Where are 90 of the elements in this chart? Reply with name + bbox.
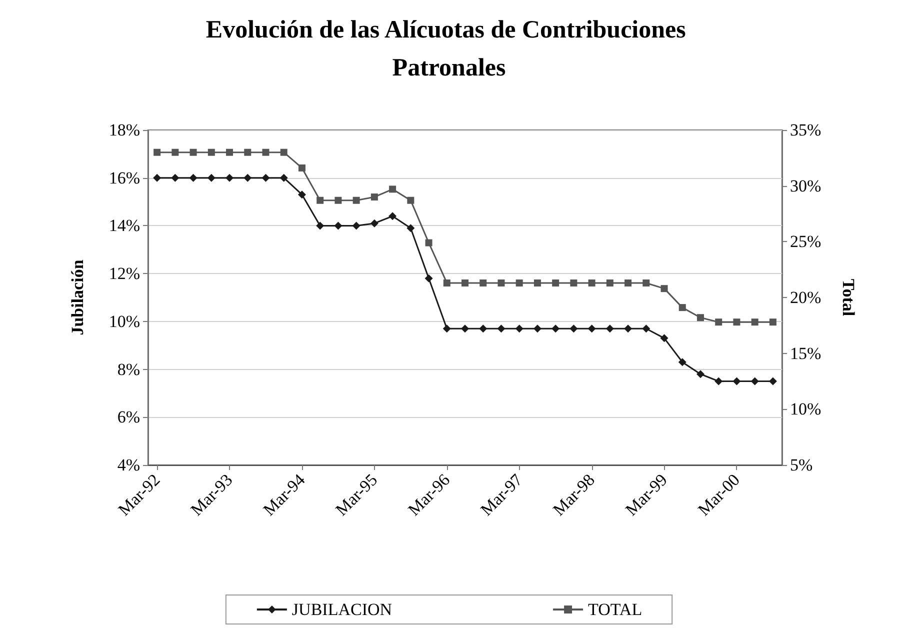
point [624,279,632,286]
y2-tick-label: 20% [790,288,822,307]
point [714,377,723,386]
y2-axis-title: Total [839,278,858,316]
y-tick-label: 18% [108,120,140,140]
point [226,174,234,182]
chart-title: Evolución de las Alícuotas de Contribuciones Patronales [206,16,692,82]
y2-tick-label: 10% [790,400,822,419]
point [696,370,704,378]
point [606,279,614,286]
point [226,148,234,156]
point [352,222,360,230]
point [316,222,324,230]
point [154,148,161,156]
point [733,318,740,326]
y-axis-title: Jubilación [68,259,87,336]
point [388,212,397,220]
y2-tick-label: 15% [790,344,822,363]
y2-tick-label: 30% [790,176,822,196]
point [334,196,342,204]
point [751,318,758,326]
y2-tick-label: 5% [790,456,813,474]
point [660,285,668,292]
point [171,174,180,182]
point [406,224,415,232]
point [498,279,505,286]
y2-tick-label: 25% [790,232,822,252]
point [172,148,179,156]
legend-label: JUBILACION [292,600,392,619]
point [624,324,632,333]
y-tick-label: 14% [108,216,140,236]
y-tick-label: 12% [108,264,140,284]
point [696,314,704,322]
point [534,279,541,286]
point [552,324,560,333]
point [570,324,578,333]
point [407,196,414,204]
point [642,324,650,333]
point [479,324,488,333]
point [316,196,324,204]
point [153,174,162,182]
point [533,324,542,333]
point [244,174,252,182]
y-tick-label: 8% [117,360,140,379]
point [715,318,722,326]
point [442,324,451,333]
y-tick-label: 4% [117,456,140,474]
point [262,148,270,156]
point [732,377,741,386]
point [588,324,596,333]
point [334,222,342,230]
point [208,148,215,156]
y-tick-label: 10% [108,312,140,331]
legend-label: TOTAL [588,600,642,619]
point [461,324,469,333]
point [425,239,432,246]
point [552,279,560,286]
point [660,334,668,342]
point [352,196,360,204]
point [280,148,288,156]
point [370,194,378,200]
point [642,279,650,286]
point [189,174,198,182]
point [678,304,686,312]
point [443,279,450,286]
point [207,174,216,182]
point [280,174,288,182]
point [750,377,759,386]
point [480,279,487,286]
point [497,324,506,333]
y-tick-label: 6% [117,408,140,427]
point [262,174,270,182]
point [588,279,596,286]
point [298,190,306,199]
point [515,324,524,333]
point [606,324,614,333]
point [424,274,433,282]
point [370,219,378,228]
point [678,358,686,366]
y-tick-label: 16% [108,168,140,188]
point [570,279,578,286]
point [298,164,306,172]
point [244,148,252,156]
point [389,186,396,193]
point [190,148,197,156]
point [769,318,776,326]
point [768,377,777,386]
point [462,279,468,286]
y2-tick-label: 35% [790,120,822,140]
point [516,279,523,286]
